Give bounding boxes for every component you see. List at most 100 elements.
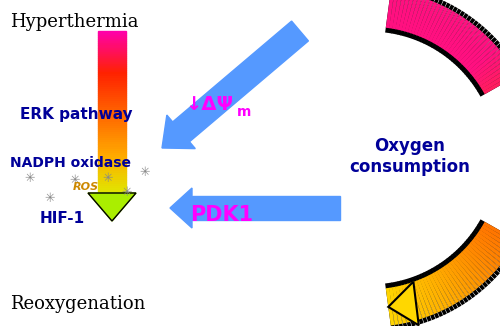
Bar [98,64,126,66]
Bar [98,58,126,60]
Text: ROS: ROS [72,183,99,192]
Bar [98,177,126,180]
Text: NADPH oxidase: NADPH oxidase [10,156,131,170]
Bar [98,165,126,167]
Bar [98,110,126,111]
Bar [98,140,126,142]
Text: Oxygen
consumption: Oxygen consumption [350,137,470,176]
Bar [98,130,126,132]
Bar [98,101,126,103]
Bar [98,39,126,41]
Bar [98,180,126,182]
Bar [98,169,126,171]
Text: Hyperthermia: Hyperthermia [10,13,138,31]
Bar [98,43,126,45]
Bar [98,66,126,68]
Bar [98,31,126,33]
Polygon shape [170,188,192,228]
Bar [98,167,126,169]
Bar [98,79,126,81]
Bar [98,113,126,115]
Bar [98,188,126,190]
Bar [98,126,126,128]
Bar [98,72,126,74]
Bar [98,136,126,138]
Bar [98,76,126,79]
Bar [98,190,126,192]
Bar [98,151,126,153]
Bar [98,153,126,155]
Text: ✳: ✳ [103,171,113,185]
Bar [98,144,126,146]
Bar [98,74,126,76]
Bar [98,186,126,188]
Text: ✳: ✳ [25,171,35,185]
Text: ✳: ✳ [140,167,150,180]
Polygon shape [192,196,340,220]
Bar [98,54,126,56]
Bar [98,70,126,72]
Bar [98,89,126,91]
Bar [98,192,126,194]
Bar [98,91,126,93]
Bar [98,68,126,70]
Text: ✳: ✳ [45,191,55,204]
Text: ↓ΔΨ: ↓ΔΨ [185,95,233,114]
Bar [98,62,126,64]
Bar [98,122,126,124]
Bar [98,37,126,39]
Bar [98,50,126,52]
Bar [98,182,126,184]
Bar [98,128,126,130]
Bar [98,149,126,151]
Bar [98,111,126,113]
Polygon shape [388,282,419,325]
Bar [98,97,126,99]
Bar [98,103,126,105]
Polygon shape [162,115,196,149]
Bar [98,95,126,97]
Bar [98,48,126,50]
Bar [98,87,126,89]
Text: Reoxygenation: Reoxygenation [10,295,145,313]
Bar [98,35,126,37]
Bar [98,142,126,144]
Bar [98,105,126,107]
Bar [98,93,126,95]
Polygon shape [172,21,308,142]
Polygon shape [88,193,136,221]
Bar [98,33,126,35]
Text: ERK pathway: ERK pathway [20,107,132,122]
Bar [98,132,126,134]
Bar [98,124,126,126]
Bar [98,56,126,58]
Bar [98,146,126,149]
Bar [98,118,126,120]
Bar [98,85,126,87]
Bar [98,99,126,101]
Bar [98,115,126,118]
Bar [98,134,126,136]
Bar [98,41,126,43]
Text: ✳: ✳ [122,186,132,200]
Bar [98,52,126,54]
Bar [98,161,126,163]
Bar [98,45,126,48]
Bar [98,107,126,110]
Bar [98,81,126,82]
Bar [98,159,126,161]
Bar [98,194,126,196]
Bar [98,138,126,140]
Text: m: m [237,105,252,119]
Bar [98,120,126,122]
Bar [98,173,126,175]
Bar [98,171,126,173]
Text: PDK1: PDK1 [190,205,253,225]
Text: ✳: ✳ [70,174,80,187]
Bar [98,155,126,157]
Bar [98,175,126,177]
Bar [98,163,126,165]
Bar [98,157,126,159]
Bar [98,82,126,85]
Bar [98,60,126,62]
